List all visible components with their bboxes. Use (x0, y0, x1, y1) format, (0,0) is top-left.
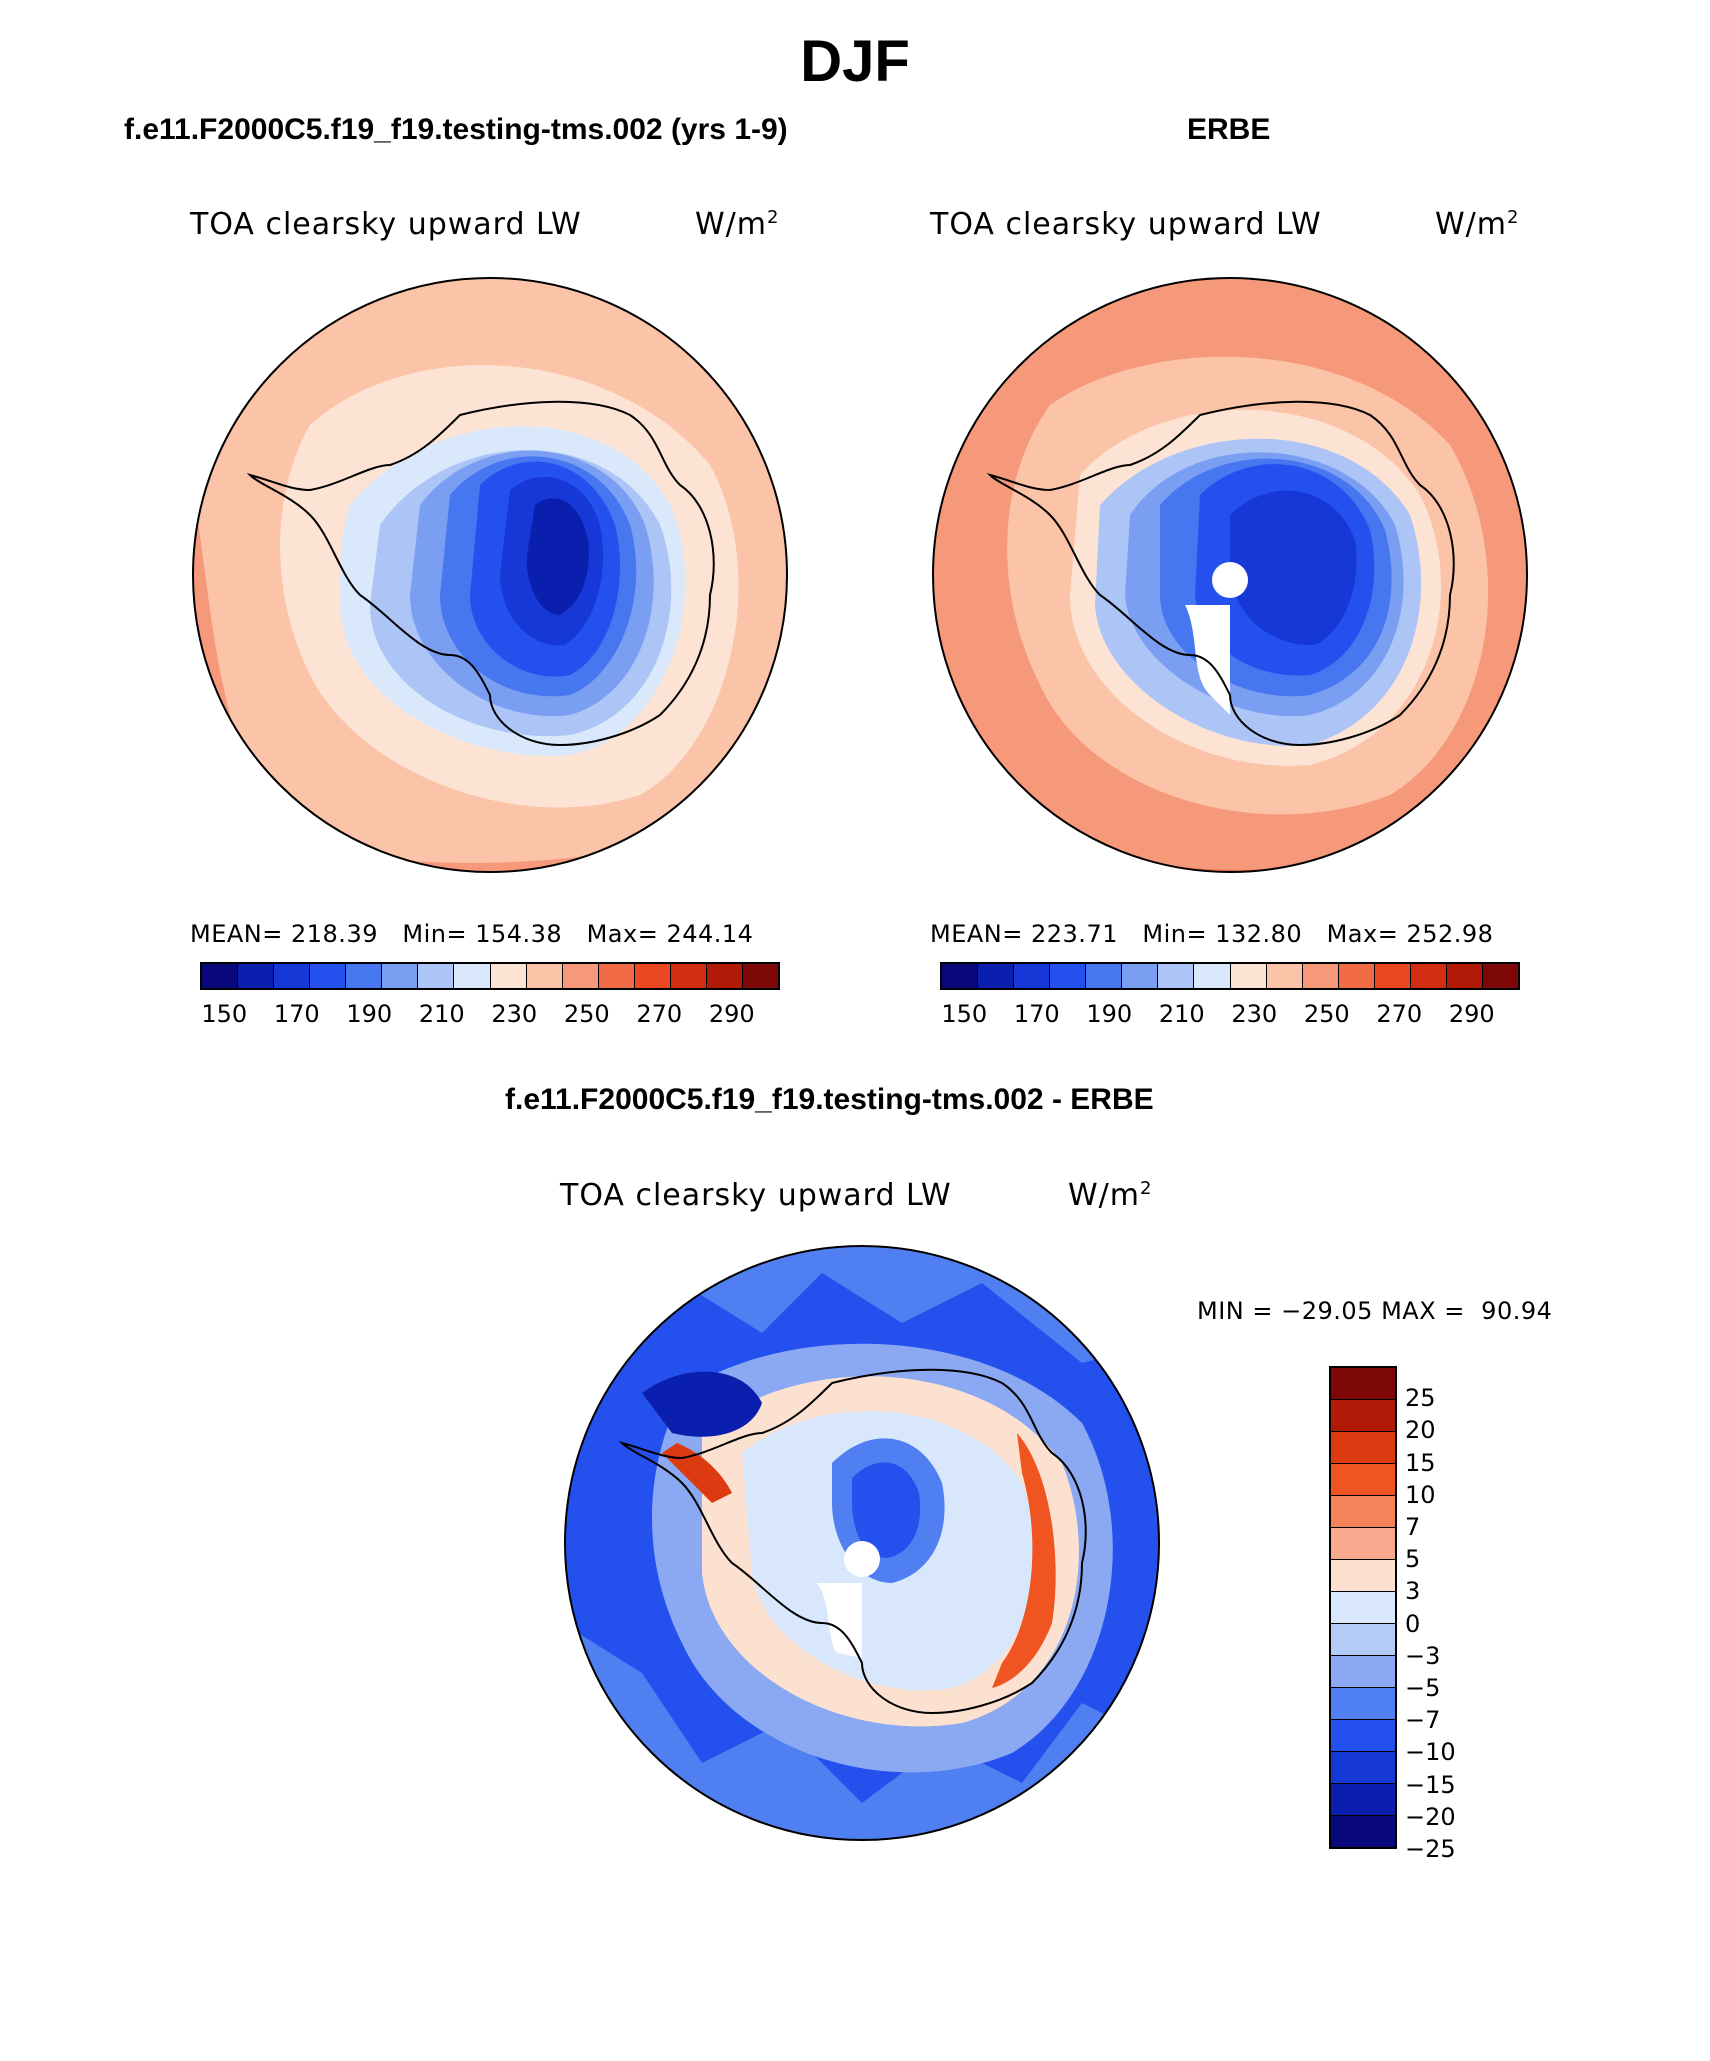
colorbar-tick-label: 210 (1158, 1000, 1205, 1028)
colorbar-cell (1331, 1560, 1395, 1592)
colorbar-cell (346, 964, 383, 988)
colorbar-tick-label: 230 (491, 1000, 538, 1028)
units-label-obs: W/m2 (1435, 207, 1520, 242)
colorbar-model (200, 962, 780, 990)
colorbar-obs (940, 962, 1520, 990)
colorbar-tick-label: −15 (1405, 1770, 1456, 1799)
colorbar-tick-label: 290 (1448, 1000, 1495, 1028)
colorbar-tick-label: 150 (941, 1000, 988, 1028)
colorbar-tick-label: 210 (418, 1000, 465, 1028)
panel-title-model: f.e11.F2000C5.f19_f19.testing-tms.002 (y… (124, 113, 788, 146)
colorbar-tick-label: 7 (1405, 1513, 1421, 1541)
colorbar-cell (742, 964, 778, 988)
colorbar-tick-label: 3 (1405, 1577, 1421, 1606)
colorbar-cell (454, 964, 491, 988)
colorbar-cell (526, 964, 563, 988)
colorbar-cell (1338, 964, 1375, 988)
colorbar-tick-label: −3 (1405, 1641, 1441, 1670)
colorbar-tick-label: 150 (201, 1000, 248, 1028)
colorbar-cell (978, 964, 1015, 988)
field-label-model: TOA clearsky upward LW (190, 207, 582, 242)
colorbar-tick-label: 250 (1303, 1000, 1350, 1028)
colorbar-cell (1331, 1528, 1395, 1560)
colorbar-tick-label: −7 (1405, 1706, 1441, 1735)
colorbar-tick-label: −20 (1405, 1802, 1456, 1831)
stats-obs: MEAN= 223.71 Min= 132.80 Max= 252.98 (930, 920, 1494, 948)
colorbar-tick-label: 230 (1231, 1000, 1278, 1028)
colorbar-cell (562, 964, 599, 988)
panel-title-obs: ERBE (1187, 113, 1271, 146)
colorbar-tick-label: 5 (1405, 1545, 1421, 1574)
colorbar-tick-label: 170 (273, 1000, 320, 1028)
colorbar-tick-label: −25 (1405, 1835, 1456, 1863)
field-label-obs: TOA clearsky upward LW (930, 207, 1322, 242)
colorbar-cell (1331, 1464, 1395, 1496)
colorbar-cell (1302, 964, 1339, 988)
colorbar-cell (1230, 964, 1267, 988)
colorbar-tick-label: −5 (1405, 1674, 1441, 1702)
colorbar-tick-label: 25 (1405, 1384, 1436, 1413)
colorbar-cell (1331, 1400, 1395, 1432)
colorbar-cell (1014, 964, 1051, 988)
units-label-diff: W/m2 (1068, 1178, 1153, 1213)
colorbar-tick-label: 0 (1405, 1609, 1421, 1638)
colorbar-tick-label: 20 (1405, 1416, 1436, 1445)
colorbar-cell (1331, 1816, 1395, 1847)
colorbar-cell (490, 964, 527, 988)
colorbar-cell (1331, 1592, 1395, 1624)
colorbar-cell (1331, 1688, 1395, 1720)
colorbar-cell (1446, 964, 1483, 988)
colorbar-tick-label: 270 (1376, 1000, 1423, 1028)
colorbar-cell (1331, 1752, 1395, 1784)
page-title: DJF (800, 29, 910, 94)
field-label-diff: TOA clearsky upward LW (560, 1178, 952, 1213)
colorbar-cell (310, 964, 347, 988)
units-label-model: W/m2 (695, 207, 780, 242)
colorbar-tick-label: 15 (1405, 1448, 1436, 1477)
colorbar-cell (1086, 964, 1123, 988)
colorbar-cell (1122, 964, 1159, 988)
polar-map-model (192, 277, 788, 873)
colorbar-cell (1331, 1720, 1395, 1752)
minmax-diff: MIN = −29.05 MAX = 90.94 (1197, 1297, 1553, 1325)
colorbar-cell (1266, 964, 1303, 988)
colorbar-tick-label: 170 (1013, 1000, 1060, 1028)
colorbar-cell (1331, 1656, 1395, 1688)
colorbar-cell (1158, 964, 1195, 988)
stats-model: MEAN= 218.39 Min= 154.38 Max= 244.14 (190, 920, 754, 948)
colorbar-cell (382, 964, 419, 988)
colorbar-cell (942, 964, 979, 988)
colorbar-cell (238, 964, 275, 988)
colorbar-tick-label: 290 (708, 1000, 755, 1028)
colorbar-tick-label: 250 (563, 1000, 610, 1028)
colorbar-cell (1331, 1496, 1395, 1528)
colorbar-cell (706, 964, 743, 988)
colorbar-tick-label: 190 (346, 1000, 393, 1028)
panel-title-diff: f.e11.F2000C5.f19_f19.testing-tms.002 - … (505, 1083, 1154, 1116)
colorbar-cell (670, 964, 707, 988)
colorbar-tick-label: 190 (1086, 1000, 1133, 1028)
colorbar-cell (274, 964, 311, 988)
colorbar-cell (1050, 964, 1087, 988)
colorbar-cell (1331, 1624, 1395, 1656)
polar-map-obs (932, 277, 1528, 873)
colorbar-cell (1410, 964, 1447, 988)
colorbar-diff (1329, 1366, 1397, 1849)
colorbar-cell (1331, 1784, 1395, 1816)
colorbar-cell (1482, 964, 1518, 988)
colorbar-tick-label: 10 (1405, 1480, 1436, 1509)
colorbar-cell (634, 964, 671, 988)
colorbar-tick-label: −10 (1405, 1738, 1456, 1767)
colorbar-cell (598, 964, 635, 988)
colorbar-cell (1374, 964, 1411, 988)
polar-map-diff (564, 1245, 1160, 1841)
colorbar-tick-label: 270 (636, 1000, 683, 1028)
colorbar-cell (202, 964, 239, 988)
colorbar-cell (1331, 1368, 1395, 1400)
colorbar-cell (1194, 964, 1231, 988)
colorbar-cell (418, 964, 455, 988)
colorbar-cell (1331, 1432, 1395, 1464)
